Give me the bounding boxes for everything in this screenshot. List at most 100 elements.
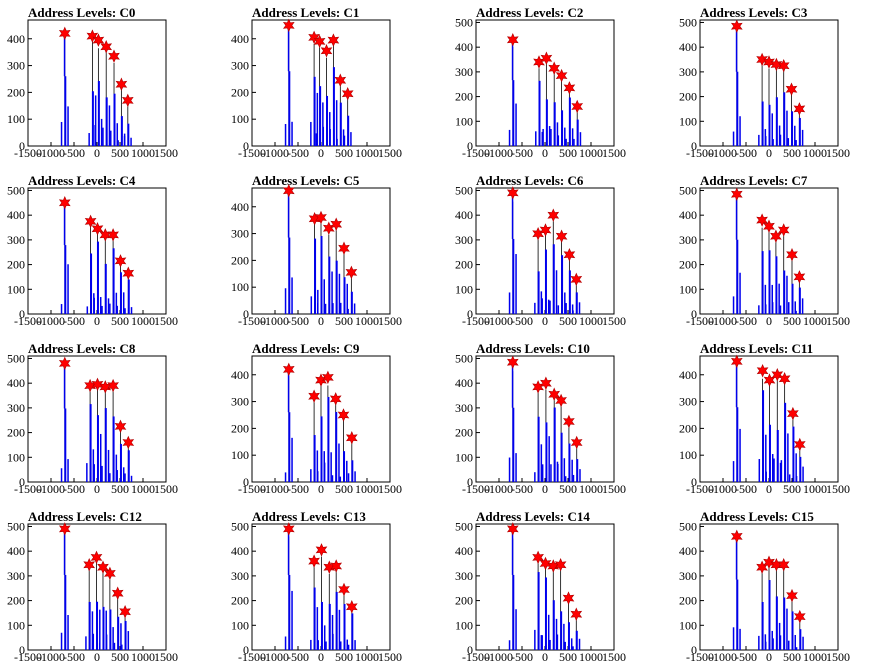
peak-star-marker: [122, 435, 135, 450]
y-tick-label: 500: [679, 519, 697, 533]
y-tick-label: 100: [7, 282, 25, 296]
y-tick-label: 400: [7, 376, 25, 390]
peak-bar: [124, 308, 126, 314]
x-tick-label: 500: [783, 146, 801, 160]
peak-bar: [783, 270, 786, 314]
x-tick-label: 1500: [826, 482, 850, 496]
peak-bar: [130, 307, 133, 314]
x-tick-label: 1000: [579, 146, 603, 160]
x-tick-label: 0: [318, 314, 324, 328]
x-tick-label: 500: [783, 482, 801, 496]
x-tick-label: -500: [287, 314, 309, 328]
peak-star-marker: [730, 354, 743, 369]
peak-bar: [786, 275, 788, 314]
subplot-c15: Address Levels: C15 0 100 200 300 400 500 -1500…: [679, 509, 850, 664]
y-tick-label: 0: [691, 307, 697, 321]
subplot-c0: Address Levels: C0 0 100 200 300 400 -1500-100…: [7, 5, 178, 160]
y-tick-label: 100: [231, 448, 249, 462]
peak-star-marker: [107, 378, 119, 393]
peak-bar: [550, 129, 552, 146]
x-tick-label: -1000: [37, 482, 65, 496]
peak-bar: [287, 528, 290, 575]
peak-bar: [314, 238, 317, 314]
peak-bar: [775, 97, 778, 146]
peak-bar: [350, 291, 353, 314]
x-tick-label: -500: [63, 146, 85, 160]
peak-bar: [575, 292, 578, 314]
peak-bar: [557, 135, 560, 146]
peak-bar: [127, 279, 130, 314]
y-tick-label: 300: [7, 59, 25, 73]
peak-star-marker: [532, 226, 544, 241]
y-tick-label: 300: [455, 569, 473, 583]
subplot-c10: Address Levels: C10 0 100 200 300 400 500 -1500…: [455, 341, 626, 496]
peak-star-marker: [338, 582, 350, 597]
peak-star-marker: [90, 550, 103, 565]
x-tick-label: -500: [511, 482, 533, 496]
y-tick-label: 0: [243, 643, 249, 657]
peak-bar: [795, 310, 797, 314]
subplot-c14: Address Levels: C14 0 100 200 300 400 500 -1500…: [455, 509, 626, 664]
peak-bar: [284, 123, 287, 146]
y-tick-label: 0: [467, 307, 473, 321]
peak-bar: [565, 303, 567, 314]
peak-star-marker: [756, 52, 768, 67]
peak-bar: [795, 476, 798, 482]
peak-bar: [284, 472, 287, 482]
peak-bar: [88, 601, 91, 650]
peak-bar: [762, 390, 765, 482]
x-tick-label: 500: [559, 314, 577, 328]
peak-bar: [101, 465, 103, 482]
peak-star-marker: [763, 55, 775, 69]
y-tick-label: 200: [7, 85, 25, 99]
peak-bar: [534, 629, 536, 650]
subplot-c1: Address Levels: C1 0 100 200 300 400 -1500-100…: [231, 5, 402, 160]
peak-bar: [64, 408, 67, 482]
subplot-title: Address Levels: C8: [28, 341, 136, 356]
peak-bar: [791, 283, 794, 314]
peak-bar: [552, 244, 555, 314]
peak-bar: [64, 76, 67, 146]
x-tick-label: 1500: [154, 482, 178, 496]
peak-bar: [85, 636, 87, 650]
y-tick-label: 300: [679, 569, 697, 583]
peak-bar: [343, 603, 346, 650]
peak-star-marker: [793, 270, 806, 284]
peak-star-marker: [763, 555, 775, 570]
peak-bar: [326, 95, 329, 146]
peak-bar: [116, 123, 119, 146]
y-tick-label: 200: [7, 594, 25, 608]
peak-star-marker: [778, 372, 791, 386]
peak-bar: [116, 305, 118, 314]
peak-bar: [120, 116, 123, 146]
peak-bar: [291, 277, 293, 314]
peak-bar: [67, 615, 69, 650]
peak-bar: [86, 463, 88, 482]
peak-bar: [567, 622, 570, 650]
peak-bar: [732, 131, 735, 146]
peak-bar: [313, 76, 316, 146]
peak-bar: [568, 270, 571, 314]
peak-bar: [552, 600, 555, 650]
y-tick-label: 100: [455, 450, 473, 464]
y-tick-label: 300: [231, 569, 249, 583]
peak-bar: [568, 97, 571, 146]
x-tick-label: -1000: [485, 314, 513, 328]
peak-bar: [788, 474, 791, 482]
peak-bar: [802, 636, 804, 650]
peak-bar: [347, 473, 350, 482]
peak-bar: [548, 436, 550, 482]
peak-star-marker: [330, 217, 343, 231]
x-tick-label: 1500: [154, 146, 178, 160]
peak-bar: [541, 464, 544, 482]
peak-bar: [572, 310, 574, 314]
subplot-title: Address Levels: C4: [28, 173, 136, 188]
peak-bar: [105, 610, 107, 650]
peak-star-marker: [313, 34, 326, 49]
peak-bar: [508, 640, 511, 650]
x-tick-label: -500: [735, 146, 757, 160]
y-tick-label: 100: [7, 618, 25, 632]
peak-bar: [541, 298, 543, 314]
peak-bar: [768, 250, 771, 314]
peak-star-marker: [92, 33, 105, 47]
